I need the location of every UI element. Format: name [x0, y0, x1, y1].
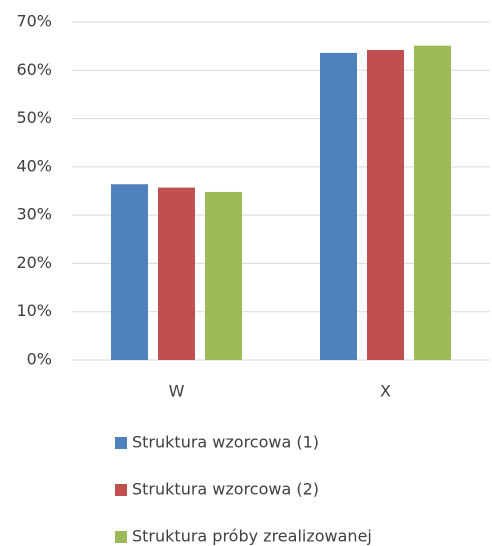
y-tick-label: 0% [27, 350, 52, 369]
y-tick-label: 60% [16, 60, 52, 79]
y-tick-label: 30% [16, 205, 52, 224]
bar [367, 50, 404, 361]
y-tick-label: 70% [16, 12, 52, 31]
legend-swatch [115, 531, 127, 543]
bar [320, 52, 357, 360]
y-tick-label: 50% [16, 108, 52, 127]
legend-swatch [115, 484, 127, 496]
bar [111, 184, 148, 360]
bar [158, 187, 195, 360]
legend-swatch [115, 437, 127, 449]
x-tick-label: X [380, 382, 391, 401]
legend-label: Struktura wzorcowa (1) [132, 433, 319, 452]
y-tick-label: 20% [16, 253, 52, 272]
legend-label: Struktura próby zrealizowanej [132, 527, 372, 546]
y-tick-label: 40% [16, 156, 52, 175]
bar [414, 45, 451, 360]
legend-label: Struktura wzorcowa (2) [132, 480, 319, 499]
x-tick-label: W [169, 382, 185, 401]
y-tick-label: 10% [16, 301, 52, 320]
bar [205, 191, 242, 360]
